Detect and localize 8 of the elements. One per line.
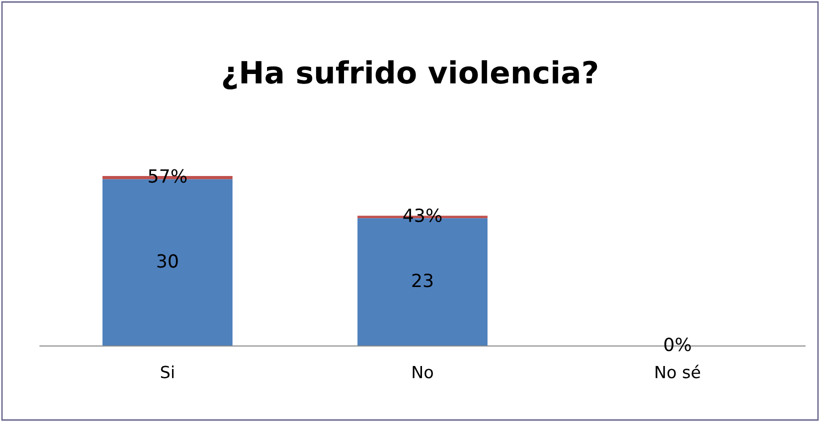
x-tick-label: No [412,366,433,378]
data-label: 0% [664,338,691,352]
data-label: 57% [148,169,187,183]
data-label: 30 [157,254,178,268]
x-tick-label: Si [160,365,174,378]
x-tick-label: No sé [656,364,700,378]
chart-title: ¿Ha sufrido violencia? [223,60,598,90]
data-label: 23 [412,274,433,288]
